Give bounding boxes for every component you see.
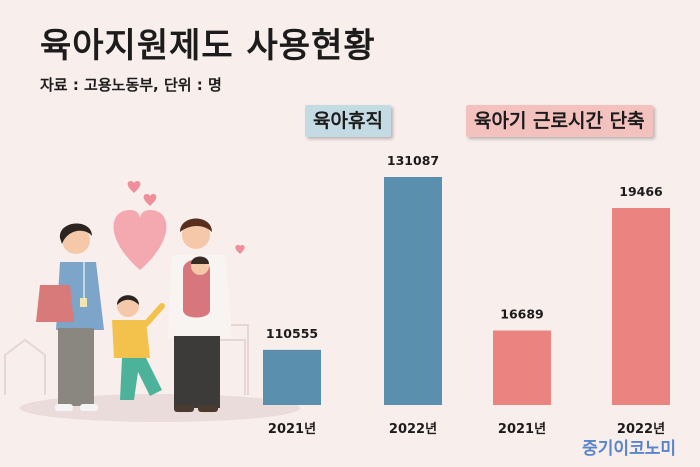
chart-title: 육아지원제도 사용현황 [40,26,376,66]
group-label-reduced-hours: 육아기 근로시간 단축 [466,105,653,137]
group-label-parental-leave: 육아휴직 [305,105,391,137]
bars-group: 110555 131087 16689 19466 2021년 2022년 2021년 202… [263,153,670,437]
x-tick-label: 2021년 [498,422,546,437]
family-illustration [4,181,300,422]
bar-value-label: 131087 [387,153,439,168]
bar-value-label: 16689 [500,306,544,321]
x-tick-label: 2021년 [268,422,316,437]
bar-parental-leave-0 [263,349,321,405]
source-note: 자료 : 고용노동부, 단위 : 명 [40,76,222,94]
bar-value-label: 110555 [266,326,318,341]
bar-reduced-hours-3 [612,208,670,405]
bar-reduced-hours-2 [493,330,551,405]
x-tick-label: 2022년 [389,422,437,437]
brand-logo: 중기이코노미 [582,439,676,459]
bar-parental-leave-1 [384,177,442,405]
x-tick-label: 2022년 [617,422,665,437]
bar-value-label: 19466 [619,184,663,199]
